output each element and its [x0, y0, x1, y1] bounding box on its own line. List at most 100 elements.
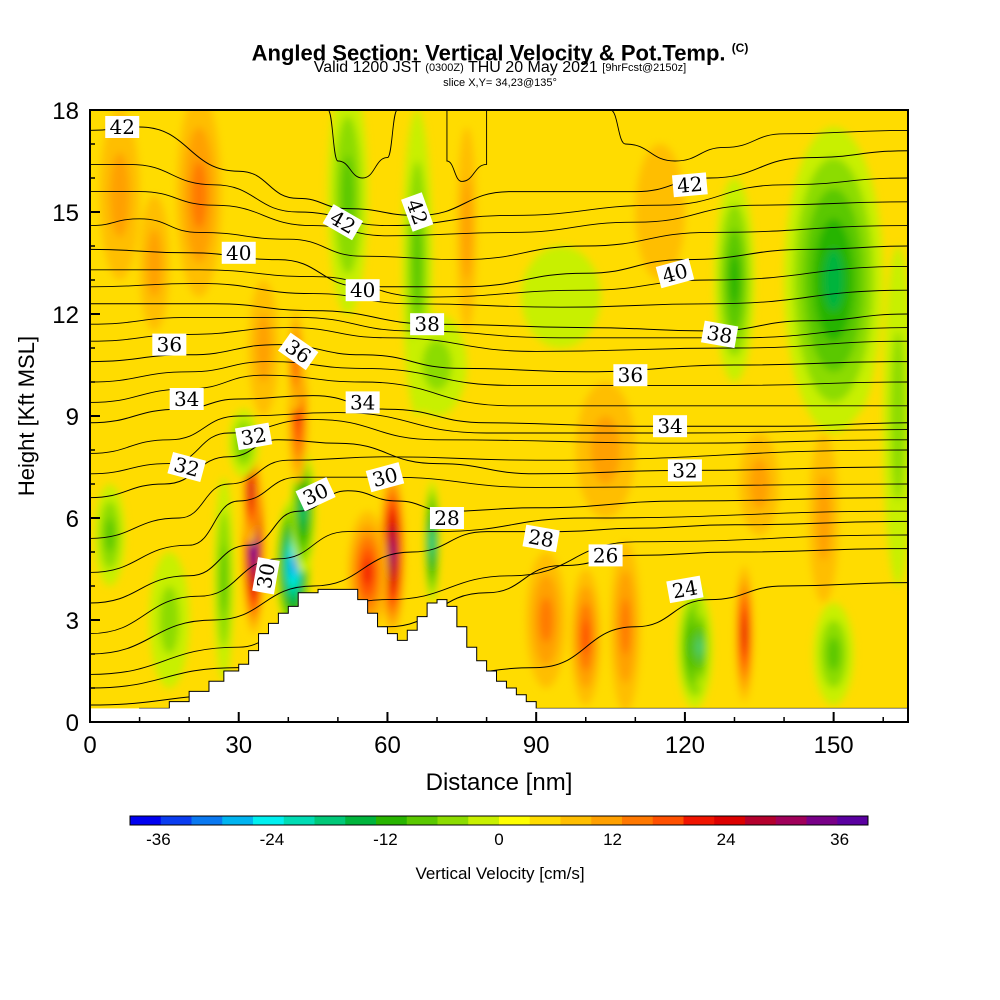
- colorbar-swatch: [314, 816, 346, 825]
- x-tick-label: 120: [665, 732, 705, 759]
- terrain: [90, 588, 908, 722]
- velocity-cell: [412, 212, 423, 314]
- contour-label: 32: [234, 422, 273, 450]
- contour-label-box: [277, 332, 319, 371]
- x-axis-label: Distance [nm]: [426, 769, 573, 796]
- y-tick-label: 0: [66, 710, 79, 737]
- contour-label: 36: [613, 363, 648, 387]
- contour-label: 28: [522, 524, 560, 553]
- contour-label-box: [671, 172, 708, 198]
- valid-date: THU 20 May 2021: [467, 59, 598, 76]
- contour-label-text: 36: [157, 333, 182, 357]
- contour-label-text: 28: [434, 506, 459, 530]
- velocity-cell: [191, 161, 207, 229]
- contour-label-box: [152, 333, 187, 356]
- terrain-profile: [90, 588, 908, 722]
- isentrope-line: [90, 316, 908, 339]
- contour-label-box: [522, 524, 560, 553]
- contour-label-box: [410, 313, 445, 336]
- isentrope-line: [90, 265, 908, 298]
- colorbar-swatch: [160, 816, 192, 825]
- contour-label-box: [295, 477, 336, 512]
- isentrope-line: [446, 110, 488, 182]
- velocity-cell: [220, 545, 228, 614]
- contour-label-box: [655, 258, 695, 289]
- colorbar-tick-label: -12: [373, 830, 398, 849]
- chart-title: Angled Section: Vertical Velocity & Pot.…: [0, 36, 1000, 65]
- contour-label-box: [365, 462, 405, 493]
- forecast-info: [9hrFcst@2150z]: [602, 62, 687, 74]
- contour-label: 32: [167, 451, 206, 483]
- contour-label-box: [345, 391, 380, 414]
- colorbar-swatch: [775, 816, 807, 825]
- isentrope-line: [90, 510, 908, 635]
- terrain-base: [90, 708, 908, 722]
- velocity-cell: [391, 542, 394, 562]
- isentrope-42: [90, 126, 908, 216]
- contour-label-text: 32: [672, 458, 697, 482]
- velocity-cell: [742, 622, 746, 645]
- colorbar-swatch: [837, 816, 869, 825]
- isentrope-38: [90, 303, 908, 332]
- contour-label: 26: [588, 543, 623, 567]
- colorbar-swatch: [468, 816, 500, 825]
- title-main: Angled Section: Vertical Velocity & Pot.…: [251, 40, 726, 66]
- contour-label-box: [653, 415, 688, 438]
- x-tick-label: 0: [83, 732, 96, 759]
- velocity-cell: [147, 229, 162, 297]
- contour-label-box: [613, 364, 648, 387]
- isentrope-line: [610, 110, 908, 162]
- contour-label-box: [221, 241, 256, 264]
- contour-label: 34: [169, 387, 204, 411]
- contour-label: 42: [671, 172, 708, 198]
- contour-label: 28: [429, 506, 464, 530]
- colorbar-swatch: [406, 816, 438, 825]
- colorbar-swatch: [345, 816, 377, 825]
- contour-label-box: [667, 459, 702, 482]
- y-tick-label: 3: [66, 608, 79, 635]
- velocity-cell: [249, 483, 253, 499]
- contour-label-box: [322, 204, 364, 241]
- y-tick-label: 18: [52, 98, 79, 125]
- velocity-cell: [461, 178, 472, 280]
- velocity-cells: [94, 110, 908, 712]
- colorbar-tick-label: 36: [830, 830, 849, 849]
- contour-label: 40: [655, 258, 695, 289]
- contour-label-text: 34: [657, 414, 682, 438]
- velocity-cell: [104, 518, 115, 552]
- colorbar-tick-label: 12: [603, 830, 622, 849]
- velocity-cell: [620, 598, 631, 656]
- colorbar-swatch: [191, 816, 223, 825]
- colorbar-swatch: [560, 816, 592, 825]
- colorbar-swatch: [745, 816, 777, 825]
- contour-label-text: 34: [174, 387, 199, 411]
- contour-label-text: 32: [239, 422, 268, 450]
- valid-utc: (0300Z): [425, 62, 464, 74]
- velocity-cell: [539, 597, 553, 643]
- contour-label-text: 30: [252, 561, 280, 590]
- colorbar-tick-label: -36: [146, 830, 171, 849]
- colorbar-swatch: [222, 816, 254, 825]
- contour-label: 30: [252, 557, 280, 595]
- colorbar-swatch: [683, 816, 715, 825]
- contour-label-box: [169, 388, 204, 410]
- contour-label-box: [105, 116, 140, 138]
- isentrope-line: [90, 327, 908, 352]
- velocity-cell: [291, 558, 295, 573]
- colorbar: -36 -24 -12 0 12 24 36: [129, 815, 869, 849]
- y-axis-label: Height [Kft MSL]: [14, 336, 39, 496]
- y-tick-label: 15: [52, 200, 79, 227]
- velocity-cell: [823, 249, 844, 311]
- isentrope-line: [90, 218, 908, 261]
- contour-label-box: [252, 557, 280, 595]
- velocity-cell: [256, 314, 271, 382]
- colorbar-swatch: [591, 816, 623, 825]
- isentrope-line: [90, 476, 908, 573]
- velocity-cell: [422, 339, 452, 391]
- contour-label-text: 38: [414, 312, 439, 336]
- contour-label: 38: [700, 320, 739, 348]
- slice-info: slice X,Y= 34,23@135°: [443, 77, 557, 89]
- contour-label-text: 42: [109, 115, 134, 139]
- velocity-cell: [816, 475, 832, 561]
